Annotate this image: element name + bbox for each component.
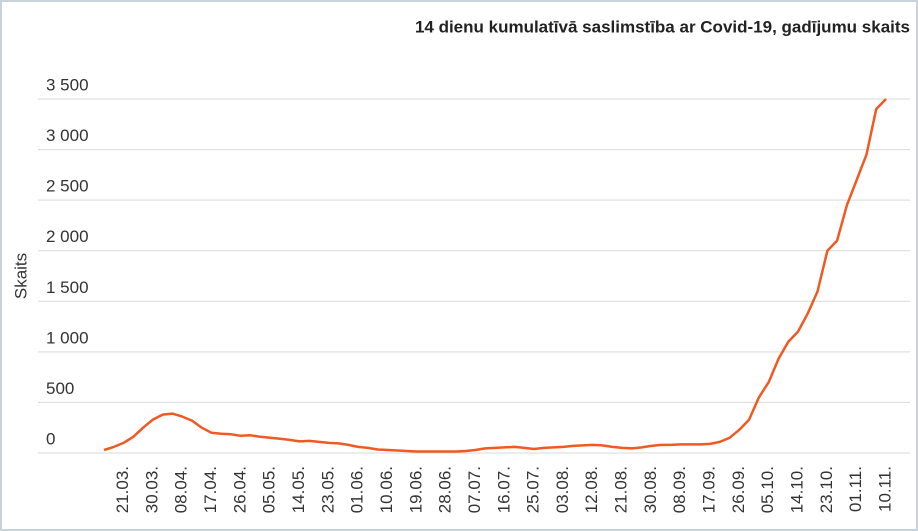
data-line: [103, 98, 887, 453]
chart-title: 14 dienu kumulatīvā saslimstība ar Covid…: [415, 17, 910, 36]
y-axis-label: Skaits: [11, 253, 30, 299]
x-tick-label: 10.11.: [875, 466, 894, 512]
x-tick-label: 23.05.: [318, 466, 337, 513]
x-tick-label: 03.08.: [553, 466, 572, 513]
x-tick-label: 08.09.: [670, 466, 689, 513]
x-tick-label: 21.03.: [113, 466, 132, 513]
x-tick-label: 17.04.: [201, 466, 220, 513]
x-tick-label: 05.05.: [260, 466, 279, 513]
y-tick-label: 1 500: [46, 278, 89, 297]
x-tick-label: 26.04.: [230, 466, 249, 513]
x-tick-label: 28.06.: [436, 466, 455, 513]
x-tick-label: 01.11.: [846, 466, 865, 512]
x-tick-label: 07.07.: [465, 466, 484, 513]
x-tick-label: 08.04.: [172, 466, 191, 513]
x-tick-label: 01.06.: [348, 466, 367, 513]
y-tick-label: 2 000: [46, 227, 89, 246]
y-tick-label: 3 500: [46, 75, 89, 94]
x-tick-label: 05.10.: [758, 466, 777, 513]
x-tick-label: 25.07.: [524, 466, 543, 513]
y-tick-label: 2 500: [46, 177, 89, 196]
x-tick-label: 30.03.: [142, 466, 161, 513]
x-tick-label: 12.08.: [582, 466, 601, 513]
x-tick-label: 23.10.: [817, 466, 836, 513]
x-tick-label: 14.10.: [788, 466, 807, 513]
x-tick-label: 26.09.: [729, 466, 748, 513]
x-tick-label: 19.06.: [406, 466, 425, 513]
x-tick-label: 14.05.: [289, 466, 308, 513]
y-tick-label: 3 000: [46, 126, 89, 145]
x-tick-label: 17.09.: [700, 466, 719, 513]
y-tick-label: 1 000: [46, 328, 89, 347]
x-tick-label: 16.07.: [494, 466, 513, 513]
y-tick-label: 0: [46, 429, 55, 448]
x-tick-label: 10.06.: [377, 466, 396, 513]
x-tick-label: 21.08.: [612, 466, 631, 513]
x-tick-label: 30.08.: [641, 466, 660, 513]
y-tick-label: 500: [46, 379, 74, 398]
